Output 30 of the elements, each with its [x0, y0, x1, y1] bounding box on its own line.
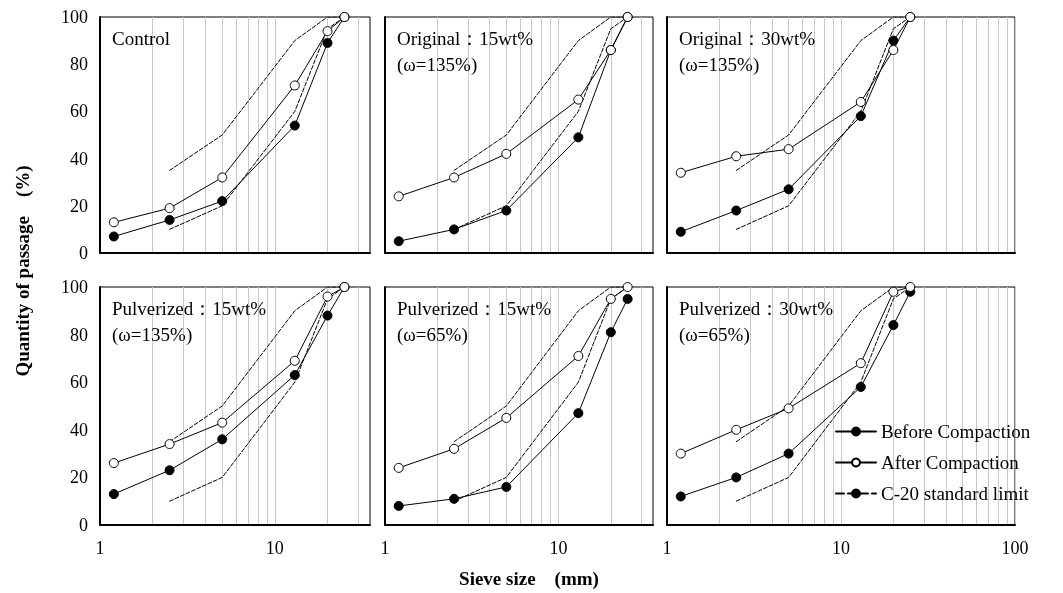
y-tick-label: 100 — [61, 277, 88, 297]
x-tick-label: 1 — [380, 538, 390, 558]
y-tick-label: 80 — [70, 54, 88, 75]
x-tick-label: 1 — [95, 538, 105, 558]
y-tick-label: 20 — [70, 195, 88, 216]
x-tick-label: 10 — [549, 538, 568, 558]
x-axis-title: Sieve size (mm) — [459, 567, 599, 590]
x-tick-label: 10 — [265, 538, 284, 558]
y-tick-label: 40 — [70, 148, 88, 169]
x-tick-label: 1 — [662, 538, 672, 558]
legend-label: After Compaction — [881, 452, 1020, 473]
legend-label: Before Compaction — [881, 421, 1031, 442]
y-tick-label: 20 — [70, 467, 88, 488]
text: Original：15wt% (ω=135%) — [397, 27, 534, 76]
y-tick-label: 40 — [70, 419, 88, 440]
y-tick-label: 60 — [70, 372, 88, 393]
y-tick-label: 0 — [79, 243, 88, 263]
legend-label: C-20 standard limit — [881, 483, 1030, 504]
y-tick-label: 100 — [61, 7, 88, 27]
y-tick-label: 60 — [70, 101, 88, 122]
text: Pulverized：30wt% (ω=65%) — [679, 297, 834, 346]
y-tick-label: 80 — [70, 324, 88, 345]
y-tick-label: 0 — [79, 515, 88, 535]
text: Pulverized：15wt% (ω=65%) — [397, 297, 552, 346]
text: Control — [112, 27, 171, 49]
y-axis-title: Quantity of passage (%) — [11, 165, 34, 377]
x-tick-label: 100 — [1001, 538, 1029, 558]
text: Original：30wt% (ω=135%) — [679, 27, 816, 76]
x-tick-label: 10 — [832, 538, 850, 558]
text: Pulverized：15wt% (ω=135%) — [112, 297, 267, 346]
